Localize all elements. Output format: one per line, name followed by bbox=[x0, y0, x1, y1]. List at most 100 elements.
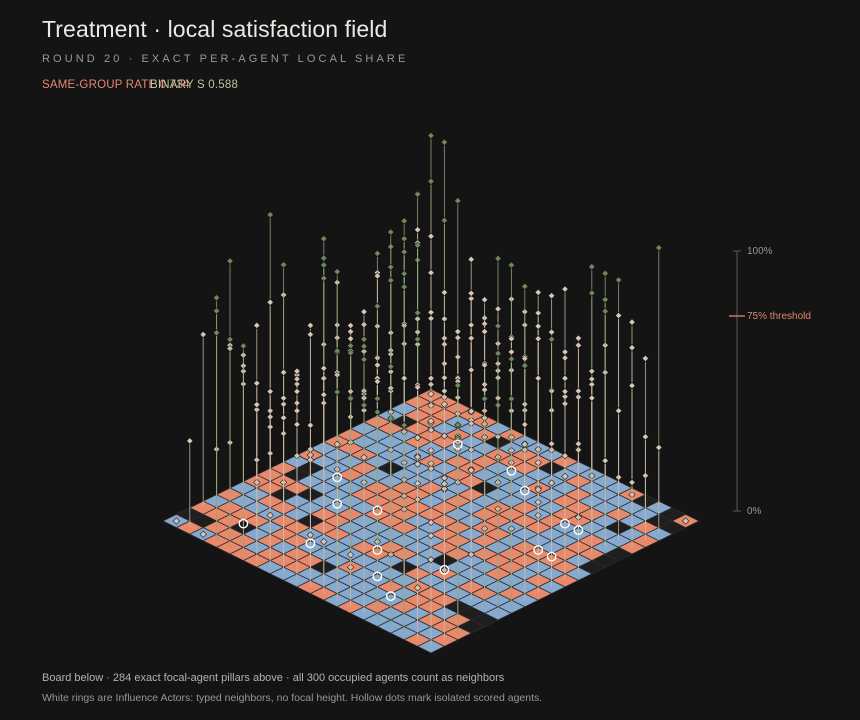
pillar-cap-0-1 bbox=[440, 138, 449, 146]
pillar-cap-15-11 bbox=[373, 377, 382, 386]
pillar-cap-6-13 bbox=[521, 354, 529, 363]
pillar-cap-18-7 bbox=[279, 394, 288, 402]
influence-ring-16-12 bbox=[372, 571, 383, 582]
pillar-cap-3-7 bbox=[480, 327, 489, 336]
pillar-cap-0-2 bbox=[454, 197, 462, 205]
pillar-cap-6-16 bbox=[561, 374, 569, 382]
pillar-cap-19-1 bbox=[186, 437, 194, 445]
influence-ring-8-16 bbox=[533, 545, 544, 555]
pillar-cap-12-15 bbox=[467, 407, 475, 415]
influence-ring-4-11 bbox=[519, 485, 530, 496]
pillar-cap-19-11 bbox=[320, 537, 328, 546]
pillar-cap-2-10 bbox=[534, 322, 542, 330]
influence-ring-17-14 bbox=[385, 591, 396, 602]
pillar-cap-0-13 bbox=[601, 269, 609, 278]
pillar-cap-13-4 bbox=[306, 330, 315, 339]
pillar-cap-10-4 bbox=[346, 321, 355, 330]
pillar-cap-9-16 bbox=[521, 361, 529, 370]
pillar-cap-6-4 bbox=[400, 235, 408, 243]
pillar-cap-18-19 bbox=[440, 480, 449, 488]
pillar-cap-6-7 bbox=[440, 315, 449, 323]
pillar-cap-18-12 bbox=[346, 394, 355, 403]
pillar-cap-4-14 bbox=[561, 348, 569, 356]
pillar-cap-7-3 bbox=[373, 272, 382, 280]
pillar-cap-19-19 bbox=[427, 556, 435, 564]
pillar-cap-8-12 bbox=[480, 361, 489, 369]
pillar-cap-10-6 bbox=[373, 302, 382, 310]
influence-ring-12-5 bbox=[332, 498, 343, 509]
pillar-cap-14-8 bbox=[346, 342, 355, 350]
pillar-cap-0-19 bbox=[681, 517, 690, 525]
pillar-cap-10-7 bbox=[387, 276, 395, 284]
pillar-cap-8-9 bbox=[440, 374, 449, 382]
chart-subtitle: ROUND 20 · EXACT PER-AGENT LOCAL SHARE bbox=[42, 53, 409, 65]
pillar-cap-13-8 bbox=[360, 335, 368, 343]
pillar-cap-15-5 bbox=[293, 375, 301, 383]
pillar-cap-17-17 bbox=[427, 518, 435, 527]
pillar-cap-4-15 bbox=[574, 387, 583, 395]
pillar-cap-14-18 bbox=[480, 395, 489, 403]
pillar-cap-18-18 bbox=[427, 532, 435, 540]
influence-ring-14-10 bbox=[372, 545, 383, 555]
pillar-cap-7-15 bbox=[534, 374, 542, 382]
pillar-cap-19-15 bbox=[373, 408, 382, 416]
same-group-rate-label: SAME-GROUP RATE 0.734 bbox=[42, 79, 190, 91]
pillar-cap-17-10 bbox=[333, 347, 341, 355]
pillar-cap-1-1 bbox=[427, 177, 435, 185]
influence-ring-3-9 bbox=[506, 465, 517, 476]
pillar-cap-14-1 bbox=[253, 379, 261, 387]
threshold-label: 75% threshold bbox=[747, 311, 811, 322]
pillar-cap-0-0 bbox=[427, 131, 435, 140]
pillar-cap-12-19 bbox=[521, 440, 529, 448]
pillar-cap-18-11 bbox=[333, 388, 341, 396]
pillar-cap-12-1 bbox=[279, 261, 288, 269]
pillar-cap-17-1 bbox=[212, 294, 221, 302]
pillar-cap-3-14 bbox=[574, 341, 583, 349]
pillar-cap-11-4 bbox=[333, 268, 341, 276]
pillar-cap-3-18 bbox=[628, 381, 636, 390]
pillar-cap-19-17 bbox=[400, 421, 408, 429]
pillar-cap-15-4 bbox=[279, 368, 288, 377]
influence-ring-16-7 bbox=[305, 538, 316, 549]
pillar-cap-19-4 bbox=[226, 335, 234, 344]
pillar-cap-7-5 bbox=[400, 248, 408, 256]
pillar-cap-10-11 bbox=[440, 400, 449, 408]
pillar-cap-17-0 bbox=[199, 330, 207, 339]
pillar-cap-13-13 bbox=[427, 390, 435, 398]
pillar-cap-2-17 bbox=[628, 344, 636, 352]
pillar-cap-0-11 bbox=[574, 334, 583, 342]
pillar-cap-9-7 bbox=[400, 270, 408, 278]
pillar-cap-10-2 bbox=[320, 254, 328, 262]
pillar-cap-5-11 bbox=[507, 335, 516, 343]
pillar-cap-2-5 bbox=[467, 289, 475, 297]
pillar-cap-1-16 bbox=[628, 318, 636, 326]
pillar-cap-13-0 bbox=[253, 321, 261, 330]
pillar-cap-4-10 bbox=[507, 261, 516, 269]
pillar-cap-12-8 bbox=[373, 361, 382, 369]
pillar-cap-2-14 bbox=[588, 367, 596, 375]
pillar-cap-19-14 bbox=[360, 453, 368, 462]
pillar-cap-9-19 bbox=[561, 472, 569, 481]
pillar-cap-2-11 bbox=[547, 292, 556, 300]
pillar-cap-1-14 bbox=[601, 295, 609, 304]
pillar-cap-11-10 bbox=[413, 335, 422, 343]
pillar-cap-5-3 bbox=[400, 217, 408, 225]
axis-label-100: 100% bbox=[747, 246, 773, 257]
pillar-cap-19-16 bbox=[387, 362, 395, 371]
pillar-cap-0-12 bbox=[588, 263, 596, 271]
pillar-cap-4-9 bbox=[494, 254, 502, 263]
pillar-cap-18-17 bbox=[413, 460, 422, 468]
pillar-cap-1-15 bbox=[614, 311, 623, 320]
pillar-cap-19-18 bbox=[413, 584, 422, 592]
pillar-cap-19-12 bbox=[333, 440, 341, 448]
pillar-cap-2-19 bbox=[655, 443, 663, 452]
pillar-cap-16-15 bbox=[413, 434, 422, 442]
pillar-cap-11-19 bbox=[534, 485, 542, 494]
pillar-cap-5-18 bbox=[601, 457, 609, 465]
height-axis: 100% 75% threshold 0% bbox=[729, 246, 811, 517]
pillar-cap-6-12 bbox=[507, 348, 516, 356]
pillar-cap-13-1 bbox=[266, 298, 274, 306]
pillar-cap-8-19 bbox=[574, 440, 583, 448]
pillar-cap-19-0 bbox=[172, 517, 181, 525]
influence-actor-rings bbox=[238, 439, 584, 602]
